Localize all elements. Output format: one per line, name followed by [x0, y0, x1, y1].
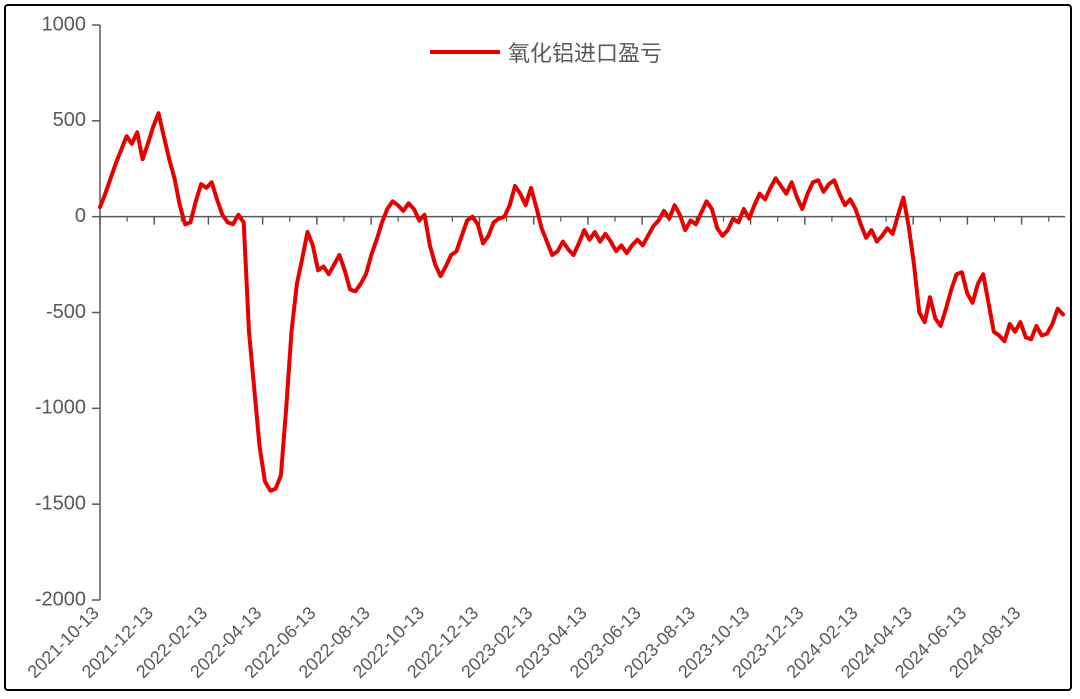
y-tick-label: -500 [46, 301, 86, 323]
y-tick-label: -1000 [35, 397, 86, 419]
y-axis: -2000 -1500 -1000 -500 0 500 1000 [35, 13, 100, 610]
y-tick-label: -1500 [35, 492, 86, 514]
legend-line [430, 50, 500, 54]
series-line [100, 113, 1063, 491]
legend: 氧化铝进口盈亏 [430, 36, 662, 68]
y-tick-label: -2000 [35, 588, 86, 610]
chart-svg: -2000 -1500 -1000 -500 0 500 1000 2021-10-1320… [0, 0, 1080, 699]
y-tick-label: 0 [75, 205, 86, 227]
series-group [100, 113, 1063, 491]
legend-text: 氧化铝进口盈亏 [508, 36, 662, 68]
y-tick-label: 1000 [42, 13, 87, 35]
y-tick-label: 500 [53, 109, 86, 131]
x-axis: 2021-10-132021-12-132022-02-132022-04-13… [24, 217, 1065, 682]
